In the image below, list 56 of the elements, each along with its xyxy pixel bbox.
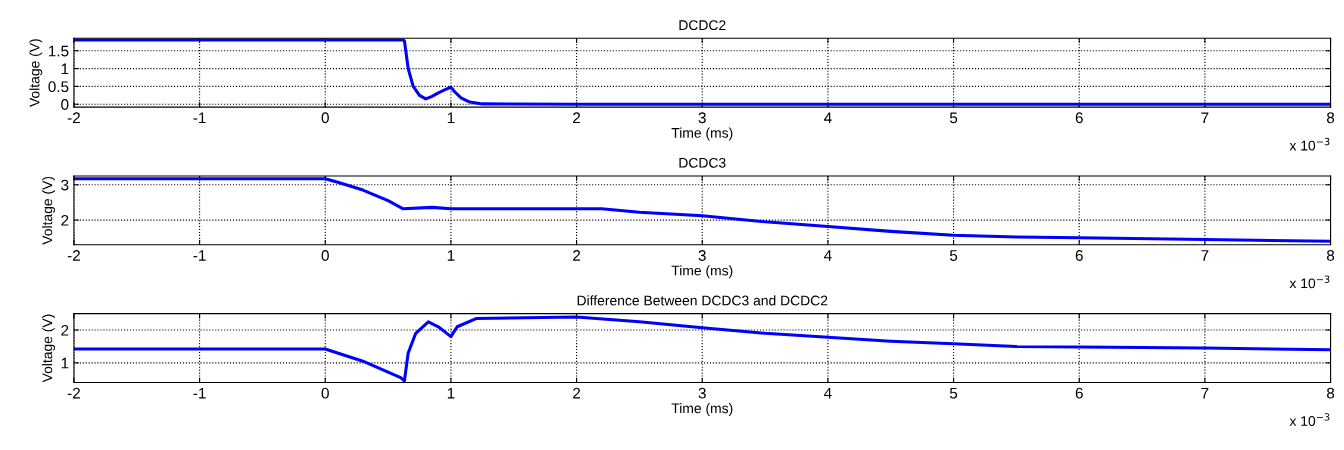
x-tick-label: 2 xyxy=(573,112,581,124)
x-tick-label: -1 xyxy=(193,250,206,261)
x-tick-label: 8 xyxy=(1326,250,1335,261)
chart-title: Difference Between DCDC3 and DCDC2 xyxy=(577,295,828,306)
x-tick-label: -2 xyxy=(67,250,80,261)
x-tick-label: 0 xyxy=(321,112,329,124)
y-axis-title: Voltage (V) xyxy=(29,39,43,107)
y-tick-label: 1 xyxy=(61,357,69,369)
x-tick-label: -1 xyxy=(193,112,206,124)
x-tick-label: 0 xyxy=(321,250,329,261)
x-axis-title: Time (ms) xyxy=(671,265,733,279)
x-tick-label: 8 xyxy=(1326,112,1335,124)
x-tick-label: 3 xyxy=(698,112,706,124)
line-series xyxy=(73,315,1331,383)
x-tick-label: -1 xyxy=(193,387,206,399)
text: x 10$^{−3}$ xyxy=(1289,413,1330,426)
x-axis-title: Time (ms) xyxy=(671,127,733,141)
x-tick-label: 3 xyxy=(698,250,706,261)
chart-title: DCDC3 xyxy=(679,157,726,168)
y-axis-title: Voltage (V) xyxy=(42,314,56,383)
y-tick-label: 0.5 xyxy=(48,81,69,93)
y-tick-label: 0 xyxy=(61,99,69,110)
chart-title: DCDC2 xyxy=(679,20,726,31)
x-tick-label: 2 xyxy=(573,250,581,261)
x-tick-label: 7 xyxy=(1201,112,1209,124)
x-tick-label: -2 xyxy=(67,112,80,124)
x-tick-label: 5 xyxy=(949,387,958,399)
y-tick-label: 1.5 xyxy=(48,45,69,57)
line-series xyxy=(73,38,1331,106)
x-tick-label: 4 xyxy=(824,387,832,399)
text: x 10$^{−3}$ xyxy=(1289,137,1330,151)
x-tick-label: 3 xyxy=(698,387,706,399)
x-tick-label: 4 xyxy=(824,112,832,124)
x-tick-label: 5 xyxy=(949,250,958,261)
x-tick-label: 2 xyxy=(573,387,581,399)
x-tick-label: 8 xyxy=(1326,387,1335,399)
x-tick-label: 6 xyxy=(1075,387,1083,399)
y-axis-title: Voltage (V) xyxy=(42,176,56,245)
x-tick-label: -2 xyxy=(67,387,80,399)
y-tick-label: 3 xyxy=(61,179,69,191)
x-axis-title: Time (ms) xyxy=(671,402,733,416)
x-tick-label: 4 xyxy=(824,250,832,261)
x-tick-label: 6 xyxy=(1075,250,1083,261)
x-tick-label: 0 xyxy=(321,387,329,399)
x-tick-label: 6 xyxy=(1075,112,1083,124)
x-tick-label: 1 xyxy=(447,387,455,399)
x-tick-label: 5 xyxy=(949,112,958,124)
x-tick-label: 7 xyxy=(1201,250,1209,261)
y-tick-label: 1 xyxy=(61,63,69,75)
text: x 10$^{−3}$ xyxy=(1289,275,1330,289)
y-tick-label: 2 xyxy=(61,324,69,336)
x-tick-label: 1 xyxy=(447,112,455,124)
y-tick-label: 2 xyxy=(61,214,69,226)
x-tick-label: 7 xyxy=(1201,387,1209,399)
line-series xyxy=(73,177,1331,243)
x-tick-label: 1 xyxy=(447,250,455,261)
